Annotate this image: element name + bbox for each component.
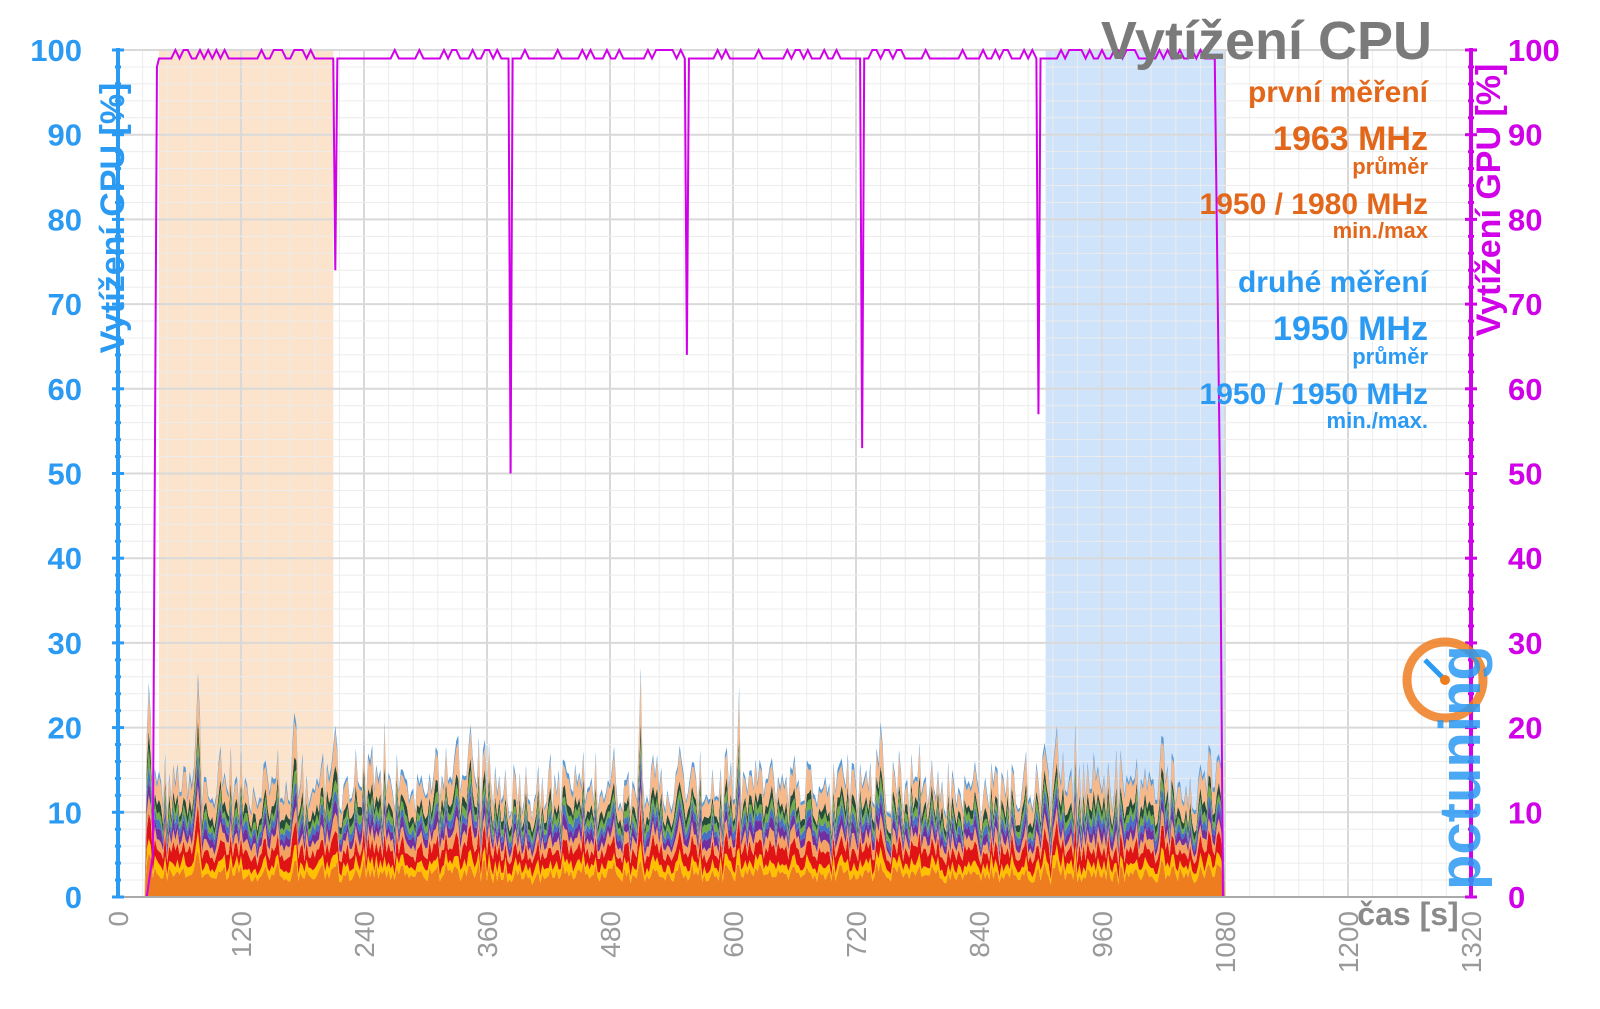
cpu-area-core-2	[118, 830, 1348, 897]
y-left-tick-label: 80	[48, 202, 82, 237]
y-right-tick-label: 40	[1508, 541, 1542, 576]
cpu-load-areas	[118, 667, 1348, 897]
second-measurement-minmax-label: min./max.	[1326, 408, 1428, 433]
y-left-tick-label: 70	[48, 287, 82, 322]
y-left-tick-label: 60	[48, 372, 82, 407]
y-right-tick-label: 50	[1508, 457, 1542, 492]
first-measurement-avg-label: průměr	[1352, 154, 1428, 179]
x-tick-label: 960	[1087, 911, 1118, 958]
x-tick-label: 720	[841, 911, 872, 958]
chart-title: Vytížení CPU	[1100, 11, 1432, 71]
first-measurement-minmax-label: min./max	[1332, 218, 1428, 243]
first-measurement-heading: první měření	[1247, 76, 1428, 109]
gpu-load-line	[118, 47, 1348, 898]
x-tick-label: 1080	[1210, 911, 1241, 973]
first-measurement-avg: 1963 MHz	[1273, 120, 1428, 158]
y-axis-left-label: Vytížení CPU [%]	[94, 83, 132, 354]
y-right-tick-label: 0	[1508, 880, 1525, 915]
x-tick-label: 1200	[1333, 911, 1364, 973]
x-tick-label: 0	[103, 911, 134, 927]
cpu-area-core-1	[118, 850, 1348, 897]
y-left-tick-labels: 0 10 20 30 40 50 60 70 80 90 100	[30, 33, 82, 915]
y-left-tick-label: 20	[48, 711, 82, 746]
axes	[112, 48, 1477, 899]
y-left-tick-label: 40	[48, 541, 82, 576]
y-left-tick-label: 100	[30, 33, 82, 68]
y-right-tick-label: 100	[1508, 33, 1560, 68]
x-tick-label: 480	[595, 911, 626, 958]
x-tick-label: 840	[964, 911, 995, 958]
x-tick-label: 600	[718, 911, 749, 958]
x-tick-label: 240	[349, 911, 380, 958]
second-measurement-avg: 1950 MHz	[1273, 310, 1428, 348]
second-measurement-info: druhé měření 1950 MHz průměr 1950 / 1950…	[1200, 268, 1428, 432]
y-right-tick-label: 90	[1508, 118, 1542, 153]
second-measurement-heading: druhé měření	[1237, 266, 1428, 299]
stopwatch-icon	[1402, 637, 1488, 723]
y-left-tick-label: 90	[48, 118, 82, 153]
pctuning-logo: pctuning	[1402, 637, 1493, 890]
y-left-tick-label: 30	[48, 626, 82, 661]
second-measurement-minmax: 1950 / 1950 MHz	[1199, 378, 1428, 411]
x-axis-label: čas [s]	[1357, 896, 1458, 932]
grid-lines	[117, 49, 1472, 898]
y-right-tick-label: 70	[1508, 287, 1542, 322]
y-right-tick-label: 20	[1508, 711, 1542, 746]
y-left-tick-label: 50	[48, 457, 82, 492]
y-right-tick-labels: 0 10 20 30 40 50 60 70 80 90 100	[1508, 33, 1560, 915]
y-axis-right-label: Vytížení GPU [%]	[1470, 64, 1508, 337]
x-tick-label: 1320	[1456, 911, 1487, 973]
y-right-tick-label: 60	[1508, 372, 1542, 407]
y-right-tick-label: 80	[1508, 202, 1542, 237]
first-measurement-info: první měření 1963 MHz průměr 1950 / 1980…	[1200, 78, 1428, 242]
y-right-tick-label: 10	[1508, 795, 1542, 830]
x-tick-label: 120	[226, 911, 257, 958]
y-right-tick-label: 30	[1508, 626, 1542, 661]
second-measurement-avg-label: průměr	[1352, 344, 1428, 369]
y-left-tick-label: 10	[48, 795, 82, 830]
y-left-tick-label: 0	[65, 880, 82, 915]
first-measurement-minmax: 1950 / 1980 MHz	[1199, 188, 1428, 221]
x-tick-labels: 0 120 240 360 480 600 720 840 960 1080 1200 1320	[103, 911, 1487, 973]
x-tick-label: 360	[472, 911, 503, 958]
logo-text: pctuning	[1428, 645, 1493, 890]
